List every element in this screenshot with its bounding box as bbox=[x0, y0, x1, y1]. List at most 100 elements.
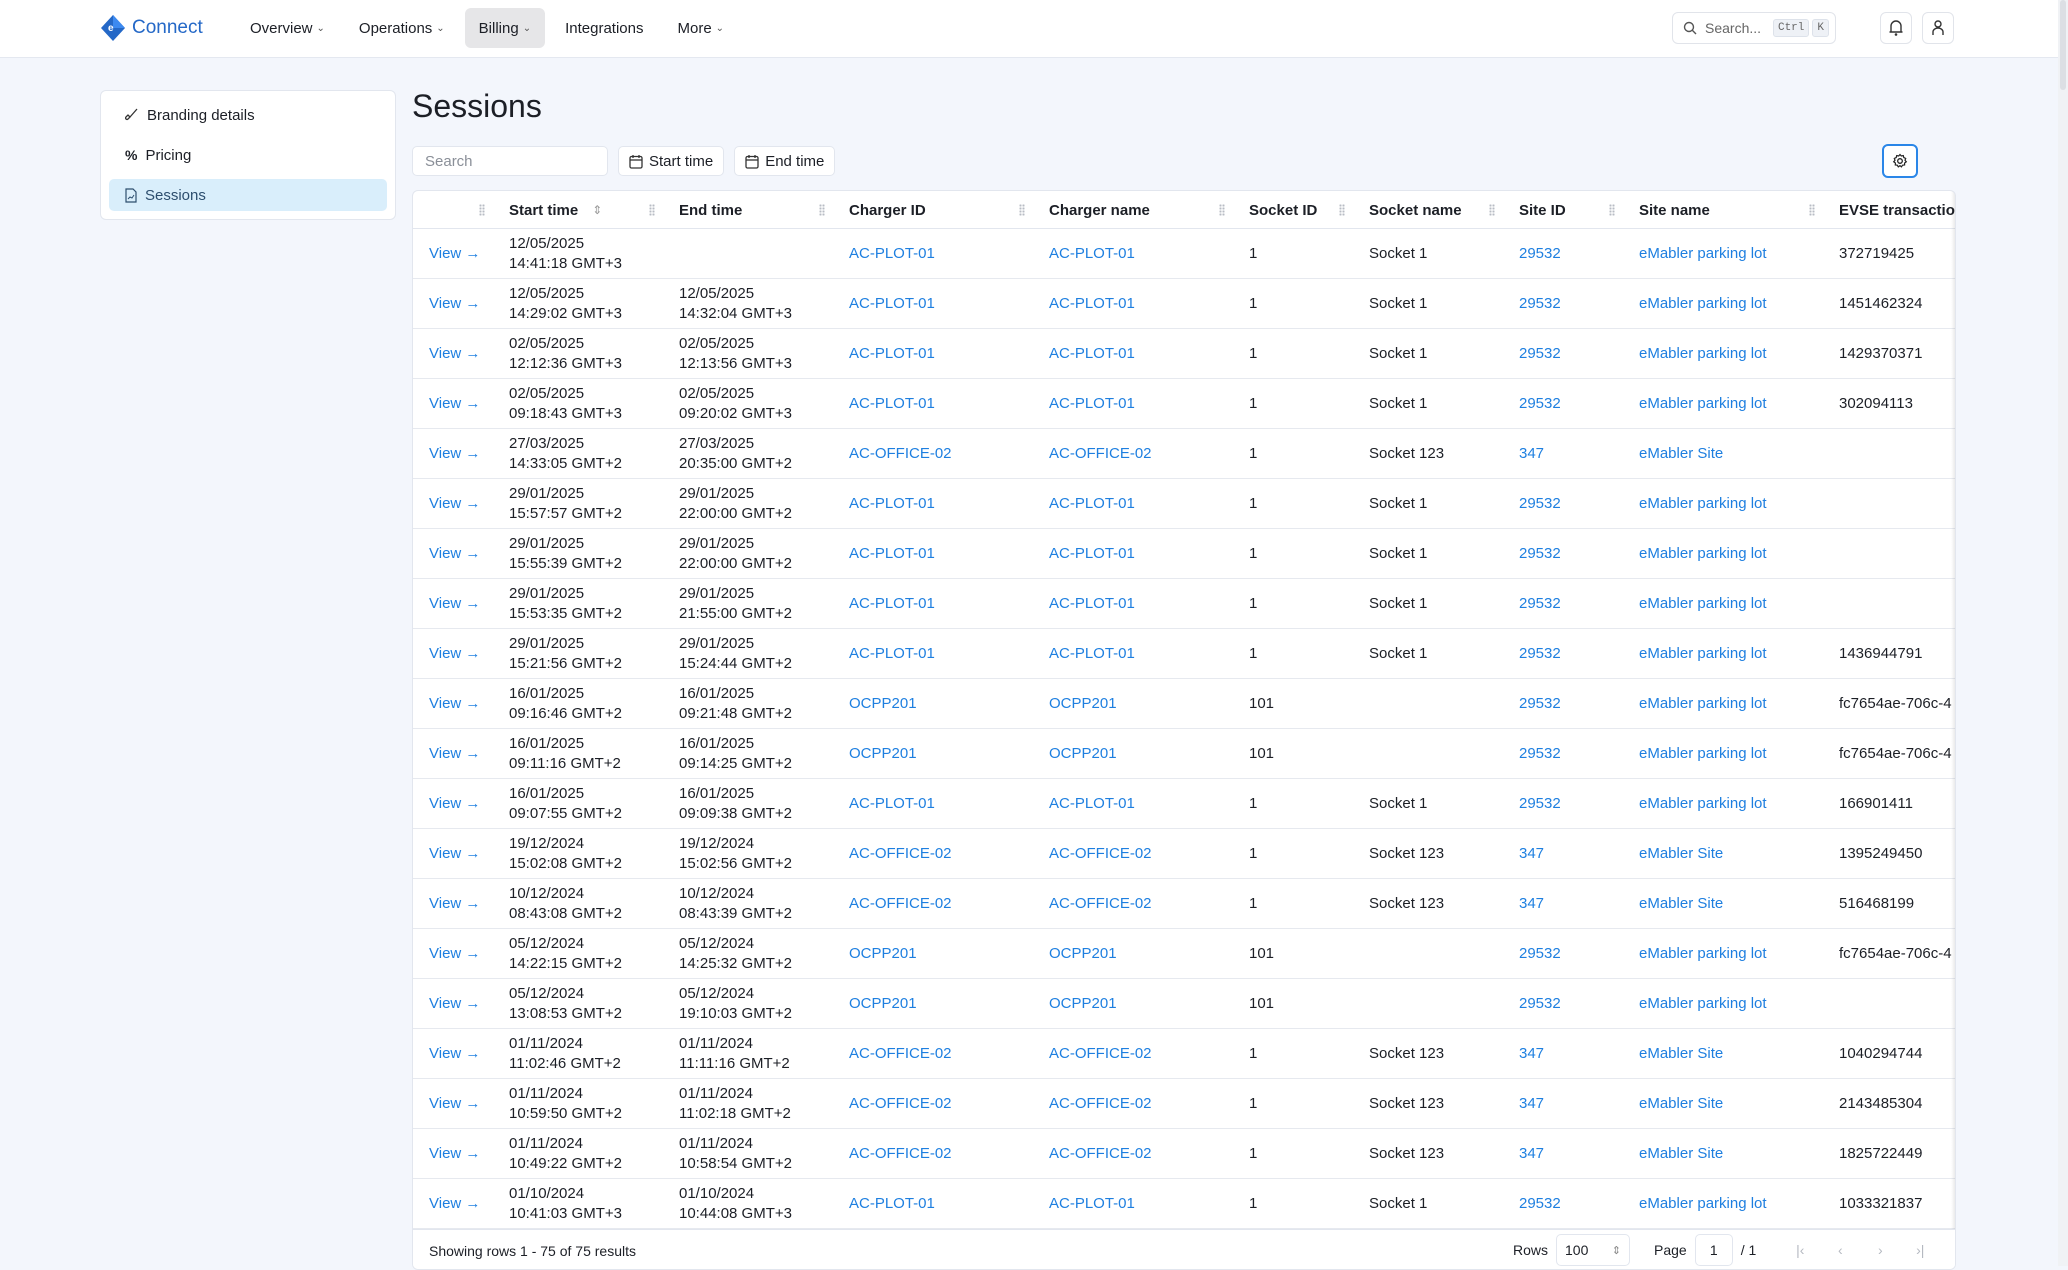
site-id-link[interactable]: 347 bbox=[1519, 1095, 1545, 1112]
view-session-link[interactable]: View → bbox=[429, 795, 481, 812]
site-id-link[interactable]: 29532 bbox=[1519, 495, 1561, 512]
site-id-link[interactable]: 29532 bbox=[1519, 295, 1561, 312]
column-drag-handle[interactable] bbox=[1339, 204, 1345, 216]
charger-id-link[interactable]: OCPP201 bbox=[849, 695, 917, 712]
nav-item-overview[interactable]: Overview ⌄ bbox=[236, 8, 339, 48]
charger-name-link[interactable]: AC-OFFICE-02 bbox=[1049, 1045, 1152, 1062]
view-session-link[interactable]: View → bbox=[429, 695, 481, 712]
site-id-link[interactable]: 29532 bbox=[1519, 1195, 1561, 1212]
site-id-link[interactable]: 29532 bbox=[1519, 595, 1561, 612]
column-header-socket-name[interactable]: Socket name bbox=[1369, 191, 1462, 229]
charger-name-link[interactable]: OCPP201 bbox=[1049, 945, 1117, 962]
page-scrollbar[interactable] bbox=[2058, 0, 2068, 1266]
site-name-link[interactable]: eMabler parking lot bbox=[1639, 395, 1767, 412]
charger-id-link[interactable]: OCPP201 bbox=[849, 945, 917, 962]
view-session-link[interactable]: View → bbox=[429, 845, 481, 862]
charger-id-link[interactable]: OCPP201 bbox=[849, 995, 917, 1012]
site-name-link[interactable]: eMabler Site bbox=[1639, 1095, 1724, 1112]
charger-name-link[interactable]: OCPP201 bbox=[1049, 745, 1117, 762]
column-header-evse-transaction[interactable]: EVSE transaction bbox=[1839, 191, 1955, 229]
charger-name-link[interactable]: AC-PLOT-01 bbox=[1049, 395, 1135, 412]
site-id-link[interactable]: 29532 bbox=[1519, 245, 1561, 262]
site-id-link[interactable]: 29532 bbox=[1519, 545, 1561, 562]
column-header-start-time[interactable]: Start time ⇕ bbox=[509, 191, 602, 229]
charger-name-link[interactable]: AC-PLOT-01 bbox=[1049, 545, 1135, 562]
charger-id-link[interactable]: AC-OFFICE-02 bbox=[849, 1045, 952, 1062]
charger-name-link[interactable]: OCPP201 bbox=[1049, 995, 1117, 1012]
column-header-charger-name[interactable]: Charger name bbox=[1049, 191, 1150, 229]
site-id-link[interactable]: 347 bbox=[1519, 845, 1545, 862]
profile-button[interactable] bbox=[1922, 12, 1954, 44]
site-name-link[interactable]: eMabler parking lot bbox=[1639, 345, 1767, 362]
charger-id-link[interactable]: AC-PLOT-01 bbox=[849, 245, 935, 262]
sessions-search-input[interactable] bbox=[412, 146, 608, 176]
charger-id-link[interactable]: AC-PLOT-01 bbox=[849, 595, 935, 612]
site-name-link[interactable]: eMabler Site bbox=[1639, 845, 1724, 862]
charger-id-link[interactable]: AC-OFFICE-02 bbox=[849, 895, 952, 912]
column-header-site-name[interactable]: Site name bbox=[1639, 191, 1710, 229]
charger-id-link[interactable]: AC-OFFICE-02 bbox=[849, 845, 952, 862]
site-id-link[interactable]: 29532 bbox=[1519, 345, 1561, 362]
site-name-link[interactable]: eMabler Site bbox=[1639, 445, 1724, 462]
charger-name-link[interactable]: AC-PLOT-01 bbox=[1049, 1195, 1135, 1212]
charger-id-link[interactable]: AC-OFFICE-02 bbox=[849, 1095, 952, 1112]
charger-id-link[interactable]: AC-OFFICE-02 bbox=[849, 1145, 952, 1162]
view-session-link[interactable]: View → bbox=[429, 545, 481, 562]
view-session-link[interactable]: View → bbox=[429, 1095, 481, 1112]
charger-name-link[interactable]: AC-OFFICE-02 bbox=[1049, 1095, 1152, 1112]
app-logo[interactable]: e Connect bbox=[100, 14, 203, 42]
view-session-link[interactable]: View → bbox=[429, 245, 481, 262]
next-page-icon[interactable]: › bbox=[1877, 1242, 1883, 1258]
charger-id-link[interactable]: AC-PLOT-01 bbox=[849, 395, 935, 412]
site-id-link[interactable]: 347 bbox=[1519, 1045, 1545, 1062]
view-session-link[interactable]: View → bbox=[429, 345, 481, 362]
site-id-link[interactable]: 29532 bbox=[1519, 645, 1561, 662]
view-session-link[interactable]: View → bbox=[429, 295, 481, 312]
charger-name-link[interactable]: AC-PLOT-01 bbox=[1049, 795, 1135, 812]
site-name-link[interactable]: eMabler parking lot bbox=[1639, 495, 1767, 512]
column-header-end-time[interactable]: End time bbox=[679, 191, 742, 229]
charger-name-link[interactable]: AC-PLOT-01 bbox=[1049, 245, 1135, 262]
view-session-link[interactable]: View → bbox=[429, 645, 481, 662]
sidebar-item-pricing[interactable]: % Pricing bbox=[109, 139, 387, 171]
site-id-link[interactable]: 347 bbox=[1519, 1145, 1545, 1162]
view-session-link[interactable]: View → bbox=[429, 1045, 481, 1062]
site-id-link[interactable]: 29532 bbox=[1519, 395, 1561, 412]
charger-name-link[interactable]: OCPP201 bbox=[1049, 695, 1117, 712]
charger-name-link[interactable]: AC-PLOT-01 bbox=[1049, 645, 1135, 662]
site-name-link[interactable]: eMabler parking lot bbox=[1639, 995, 1767, 1012]
charger-name-link[interactable]: AC-OFFICE-02 bbox=[1049, 1145, 1152, 1162]
sidebar-item-sessions[interactable]: Sessions bbox=[109, 179, 387, 211]
charger-name-link[interactable]: AC-PLOT-01 bbox=[1049, 295, 1135, 312]
column-header-socket-id[interactable]: Socket ID bbox=[1249, 191, 1317, 229]
column-drag-handle[interactable] bbox=[819, 204, 825, 216]
column-header-site-id[interactable]: Site ID bbox=[1519, 191, 1566, 229]
column-drag-handle[interactable] bbox=[1219, 204, 1225, 216]
charger-id-link[interactable]: AC-PLOT-01 bbox=[849, 795, 935, 812]
column-header-charger-id[interactable]: Charger ID bbox=[849, 191, 926, 229]
column-drag-handle[interactable] bbox=[1609, 204, 1615, 216]
column-drag-handle[interactable] bbox=[1489, 204, 1495, 216]
previous-page-icon[interactable]: ‹ bbox=[1837, 1242, 1843, 1258]
view-session-link[interactable]: View → bbox=[429, 895, 481, 912]
column-drag-handle[interactable] bbox=[649, 204, 655, 216]
site-id-link[interactable]: 29532 bbox=[1519, 695, 1561, 712]
view-session-link[interactable]: View → bbox=[429, 495, 481, 512]
site-name-link[interactable]: eMabler parking lot bbox=[1639, 595, 1767, 612]
global-search[interactable]: Search... Ctrl K bbox=[1672, 12, 1836, 44]
view-session-link[interactable]: View → bbox=[429, 945, 481, 962]
site-name-link[interactable]: eMabler parking lot bbox=[1639, 295, 1767, 312]
site-id-link[interactable]: 29532 bbox=[1519, 945, 1561, 962]
charger-name-link[interactable]: AC-PLOT-01 bbox=[1049, 345, 1135, 362]
site-name-link[interactable]: eMabler parking lot bbox=[1639, 545, 1767, 562]
notifications-button[interactable] bbox=[1880, 12, 1912, 44]
nav-item-more[interactable]: More ⌄ bbox=[663, 8, 738, 48]
view-session-link[interactable]: View → bbox=[429, 745, 481, 762]
site-name-link[interactable]: eMabler parking lot bbox=[1639, 1195, 1767, 1212]
nav-item-operations[interactable]: Operations ⌄ bbox=[345, 8, 459, 48]
charger-name-link[interactable]: AC-PLOT-01 bbox=[1049, 495, 1135, 512]
site-name-link[interactable]: eMabler parking lot bbox=[1639, 245, 1767, 262]
column-drag-handle[interactable] bbox=[1019, 204, 1025, 216]
charger-name-link[interactable]: AC-PLOT-01 bbox=[1049, 595, 1135, 612]
charger-id-link[interactable]: AC-PLOT-01 bbox=[849, 345, 935, 362]
